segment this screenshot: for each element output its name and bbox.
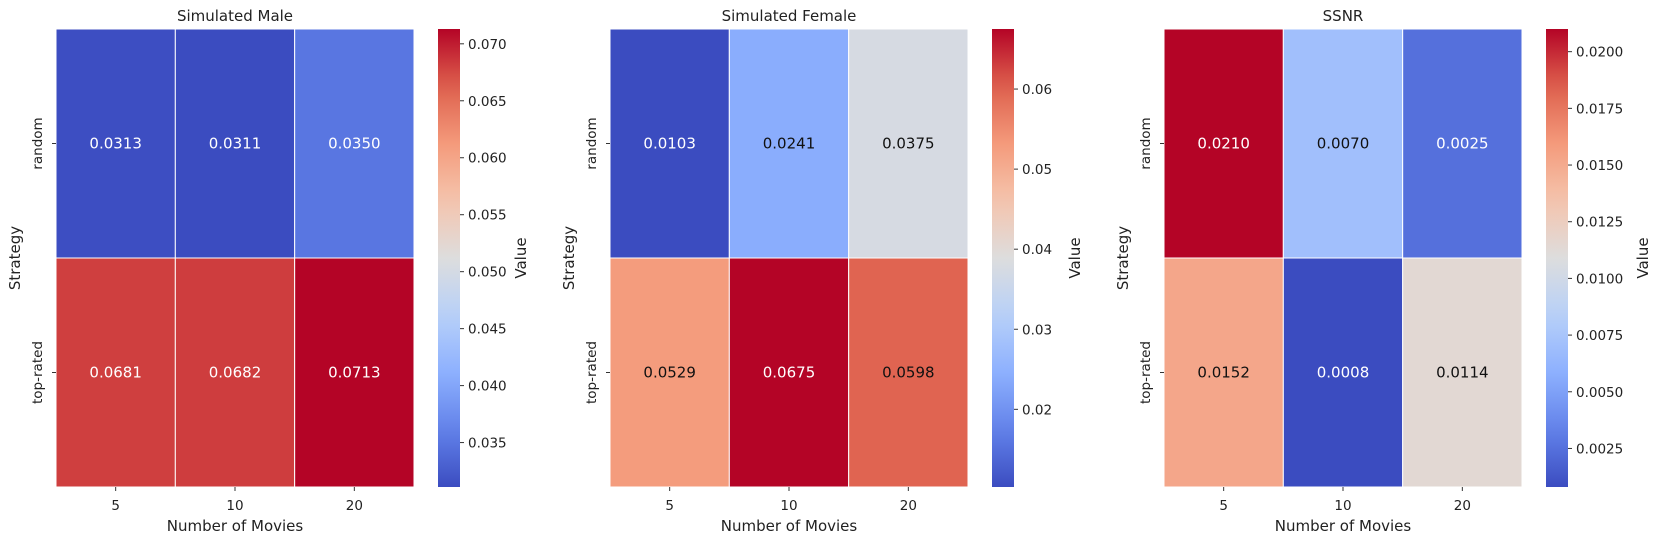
- colorbar-tick-label: 0.02: [1022, 402, 1052, 418]
- x-tick-label: 5: [665, 498, 674, 514]
- heatmap-cell: [848, 28, 969, 259]
- y-tick-label: random: [30, 117, 46, 169]
- panel-title: Simulated Male: [177, 7, 293, 25]
- colorbar-tick-label: 0.03: [1022, 322, 1052, 338]
- heatmap-cell: [848, 257, 969, 488]
- cell-value-label: 0.0713: [328, 364, 381, 382]
- colorbar-tick-label: 0.0100: [1576, 271, 1623, 287]
- colorbar-tick-label: 0.0125: [1576, 215, 1623, 231]
- cell-value-label: 0.0311: [209, 135, 262, 153]
- heatmap-cell: [294, 28, 415, 259]
- cell-value-label: 0.0070: [1317, 135, 1370, 153]
- colorbar-tick-label: 0.0200: [1576, 45, 1623, 61]
- colorbar-label: Value: [1066, 237, 1084, 278]
- x-axis-label: Number of Movies: [167, 517, 304, 535]
- colorbar-tick-label: 0.045: [468, 322, 507, 338]
- heatmap-cell: [174, 28, 296, 259]
- colorbar-tick-label: 0.05: [1022, 162, 1052, 178]
- y-axis-label: Strategy: [1114, 226, 1132, 290]
- cell-value-label: 0.0313: [89, 135, 142, 153]
- heatmap-cell: [1163, 28, 1284, 259]
- cell-value-label: 0.0675: [763, 364, 816, 382]
- x-tick-label: 20: [346, 498, 363, 514]
- heatmap-panel-2: Simulated Female 0.0103 0.0241 0.0375 0.0529…: [560, 7, 1084, 535]
- colorbar-tick-label: 0.050: [468, 265, 507, 281]
- colorbar: [1546, 29, 1568, 487]
- cell-value-label: 0.0103: [643, 135, 696, 153]
- heatmap-cell: [55, 257, 176, 488]
- cell-value-label: 0.0529: [643, 364, 696, 382]
- colorbar-tick-label: 0.0025: [1576, 441, 1623, 457]
- y-axis-label: Strategy: [560, 226, 578, 290]
- y-tick-label: random: [1138, 117, 1154, 169]
- heatmap-cell: [1163, 257, 1284, 488]
- y-tick-label: top-rated: [30, 341, 46, 404]
- cell-value-label: 0.0375: [882, 135, 935, 153]
- colorbar-tick-label: 0.065: [468, 94, 507, 110]
- colorbar-tick-label: 0.060: [468, 151, 507, 167]
- colorbar-tick-label: 0.0075: [1576, 328, 1623, 344]
- heatmap-cell: [609, 257, 730, 488]
- x-tick-label: 5: [111, 498, 120, 514]
- panel-title: Simulated Female: [722, 7, 857, 25]
- x-axis-label: Number of Movies: [721, 517, 858, 535]
- colorbar-tick-label: 0.070: [468, 37, 507, 53]
- cell-value-label: 0.0681: [89, 364, 142, 382]
- x-tick-label: 10: [226, 498, 243, 514]
- colorbar-tick-label: 0.0175: [1576, 101, 1623, 117]
- colorbar: [992, 29, 1014, 487]
- heatmap-cell: [174, 257, 296, 488]
- y-tick-label: random: [584, 117, 600, 169]
- cell-value-label: 0.0210: [1197, 135, 1250, 153]
- panel-title: SSNR: [1323, 7, 1364, 25]
- colorbar-tick-label: 0.0150: [1576, 158, 1623, 174]
- heatmap-panel-1: Simulated Male 0.0313 0.0311 0.0350 0.0681 0.…: [6, 7, 530, 535]
- x-tick-label: 10: [1334, 498, 1351, 514]
- cell-value-label: 0.0152: [1197, 364, 1250, 382]
- heatmap-panel-3: SSNR 0.0210 0.0070 0.0025 0.0152 0.0008 0.0114…: [1114, 7, 1652, 535]
- colorbar-label: Value: [1634, 237, 1652, 278]
- colorbar-tick-label: 0.055: [468, 208, 507, 224]
- y-axis-label: Strategy: [6, 226, 24, 290]
- cell-value-label: 0.0025: [1436, 135, 1489, 153]
- x-tick-label: 5: [1219, 498, 1228, 514]
- y-tick-label: top-rated: [584, 341, 600, 404]
- cell-value-label: 0.0682: [209, 364, 262, 382]
- x-tick-label: 10: [780, 498, 797, 514]
- heatmap-cell: [728, 257, 850, 488]
- heatmap-cell: [1282, 257, 1404, 488]
- colorbar-tick-label: 0.04: [1022, 242, 1052, 258]
- y-tick-label: top-rated: [1138, 341, 1154, 404]
- heatmap-cell: [1402, 28, 1523, 259]
- cell-value-label: 0.0008: [1317, 364, 1370, 382]
- cell-value-label: 0.0598: [882, 364, 935, 382]
- x-axis-label: Number of Movies: [1275, 517, 1412, 535]
- heatmap-cell: [609, 28, 730, 259]
- cell-value-label: 0.0350: [328, 135, 381, 153]
- heatmap-cell: [1402, 257, 1523, 488]
- colorbar: [438, 29, 460, 487]
- x-tick-label: 20: [900, 498, 917, 514]
- colorbar-tick-label: 0.0050: [1576, 385, 1623, 401]
- cell-value-label: 0.0114: [1436, 364, 1489, 382]
- x-tick-label: 20: [1454, 498, 1471, 514]
- colorbar-tick-label: 0.06: [1022, 82, 1052, 98]
- heatmap-cell: [294, 257, 415, 488]
- colorbar-label: Value: [512, 237, 530, 278]
- heatmap-cell: [55, 28, 176, 259]
- colorbar-tick-label: 0.040: [468, 379, 507, 395]
- colorbar-tick-label: 0.035: [468, 436, 507, 452]
- cell-value-label: 0.0241: [763, 135, 816, 153]
